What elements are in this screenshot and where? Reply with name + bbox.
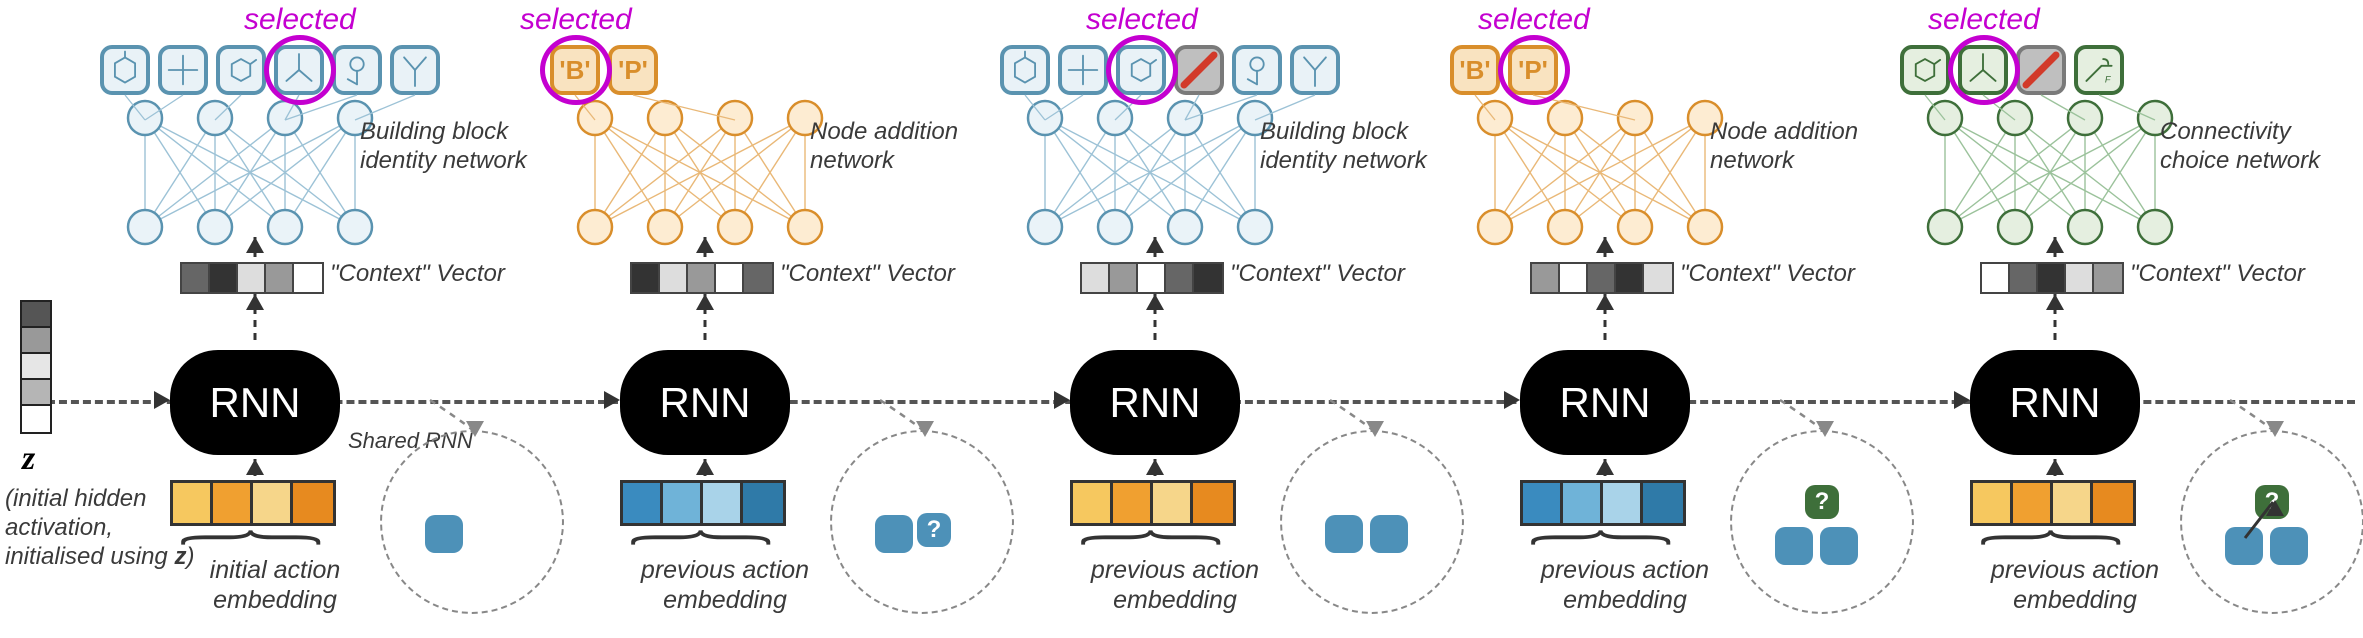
v-arrow [243, 292, 267, 352]
context-label-3: "Context" Vector [1680, 260, 1855, 289]
context-vector-4 [1980, 262, 2124, 294]
rnn-box-3: RNN [1520, 350, 1690, 455]
selected-ring-0 [264, 35, 336, 105]
hline-arrowhead [150, 388, 174, 412]
v-arrow [693, 457, 717, 482]
v-arrow [1593, 292, 1617, 352]
context-label-4: "Context" Vector [2130, 260, 2305, 289]
nn-label-1: Node additionnetwork [810, 118, 1020, 176]
context-vector-0 [180, 262, 324, 294]
selected-label-2: selected [1086, 3, 1198, 37]
z-vector [20, 300, 52, 434]
v-arrow [693, 292, 717, 352]
nn-label-3: Node additionnetwork [1710, 118, 1920, 176]
embedding-3 [1520, 480, 1686, 526]
selected-ring-1 [540, 35, 612, 105]
v-arrow [1143, 457, 1167, 482]
hline-arrowhead [1500, 388, 1524, 412]
state-block-1-0 [875, 515, 913, 553]
selected-label-4: selected [1928, 3, 2040, 37]
selected-ring-3 [1498, 35, 1570, 105]
state-arrow-4 [2225, 480, 2315, 550]
selected-label-0: selected [244, 3, 356, 37]
rnn-box-1: RNN [620, 350, 790, 455]
z-label: z [22, 440, 35, 478]
embedding-label-2: previous actionembedding [1060, 555, 1290, 615]
selected-ring-2 [1106, 35, 1178, 105]
state-feed-3 [1770, 395, 1870, 445]
embedding-brace-1: } [597, 526, 790, 549]
context-label-2: "Context" Vector [1230, 260, 1405, 289]
context-vector-2 [1080, 262, 1224, 294]
rnn-box-4: RNN [1970, 350, 2140, 455]
rnn-box-0: RNN [170, 350, 340, 455]
state-block-3-0 [1775, 527, 1813, 565]
hline-arrowhead [600, 388, 624, 412]
state-block-3-1 [1820, 527, 1858, 565]
hline-arrowhead [1950, 388, 1974, 412]
v-arrow [243, 457, 267, 482]
state-feed-4 [2220, 395, 2320, 445]
state-block-2-0 [1325, 515, 1363, 553]
selected-ring-4 [1948, 35, 2020, 105]
context-label-1: "Context" Vector [780, 260, 955, 289]
v-arrow [1593, 457, 1617, 482]
nn-label-2: Building blockidentity network [1260, 118, 1470, 176]
embedding-4 [1970, 480, 2136, 526]
state-q-3: ? [1805, 485, 1839, 519]
state-feed-2 [1320, 395, 1420, 445]
state-block-2-1 [1370, 515, 1408, 553]
state-q-1: ? [917, 513, 951, 547]
nn-label-0: Building blockidentity network [360, 118, 570, 176]
embedding-0 [170, 480, 336, 526]
state-feed-0 [420, 395, 520, 445]
z-to-rnn-arrow [55, 365, 175, 366]
context-vector-3 [1530, 262, 1674, 294]
state-feed-1 [870, 395, 970, 445]
svg-text:F: F [2105, 75, 2112, 85]
context-label-0: "Context" Vector [330, 260, 505, 289]
selected-label-1: selected [520, 3, 632, 37]
embedding-label-1: previous actionembedding [610, 555, 840, 615]
embedding-brace-4: } [1947, 526, 2140, 549]
embedding-brace-3: } [1497, 526, 1690, 549]
rnn-box-2: RNN [1070, 350, 1240, 455]
embedding-label-0: initial actionembedding [160, 555, 390, 615]
v-arrow [2043, 292, 2067, 352]
v-arrow [2043, 457, 2067, 482]
embedding-brace-0: } [147, 526, 340, 549]
context-vector-1 [630, 262, 774, 294]
nn-label-4: Connectivitychoice network [2160, 118, 2363, 176]
embedding-1 [620, 480, 786, 526]
v-arrow [1143, 292, 1167, 352]
embedding-2 [1070, 480, 1236, 526]
state-circle-3 [1730, 430, 1914, 614]
state-circle-0 [380, 430, 564, 614]
embedding-label-3: previous actionembedding [1510, 555, 1740, 615]
nn-to-chips-2 [1000, 85, 1360, 120]
hline-arrowhead [1050, 388, 1074, 412]
diagram-root: z(initial hiddenactivation,initialised u… [0, 0, 2363, 638]
state-block-0-0 [425, 515, 463, 553]
embedding-label-4: previous actionembedding [1960, 555, 2190, 615]
embedding-brace-2: } [1047, 526, 1240, 549]
selected-label-3: selected [1478, 3, 1590, 37]
